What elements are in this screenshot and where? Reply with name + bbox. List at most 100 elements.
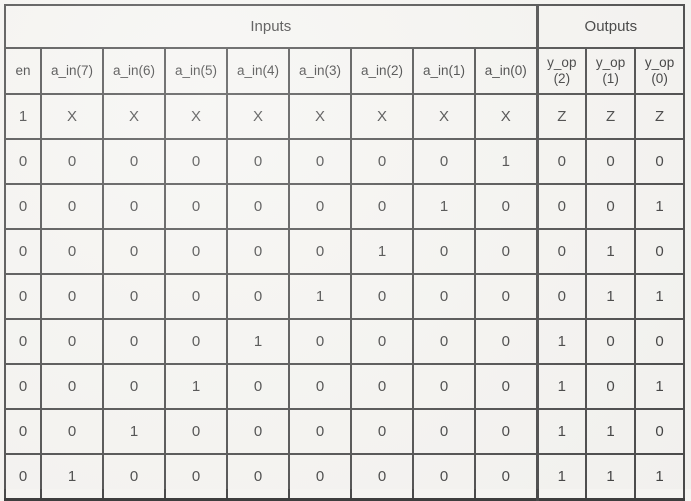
table-cell: 0	[412, 273, 476, 320]
table-cell: 0	[350, 273, 414, 320]
table-cell: 0	[473, 183, 539, 230]
column-header: a_in(7)	[40, 47, 104, 95]
table-cell: 1	[4, 93, 42, 140]
table-cell: 0	[102, 363, 166, 410]
table-cell: 0	[102, 138, 166, 185]
table-cell: 1	[535, 318, 588, 365]
table-cell: 1	[473, 138, 539, 185]
column-header: y_op (1)	[585, 47, 637, 95]
table-cell: 0	[350, 138, 414, 185]
encoder-truth-table: Inputs Outputs en a_in(7) a_in(6) a_in(5) a_…	[3, 4, 686, 501]
column-header: a_in(4)	[226, 47, 290, 95]
table-cell: 0	[102, 183, 166, 230]
table-cell: 0	[102, 453, 166, 501]
table-cell: 0	[164, 138, 228, 185]
table-cell: 0	[535, 228, 588, 275]
table-cell: 0	[288, 453, 352, 501]
table-cell: 0	[350, 183, 414, 230]
table-cell: 0	[4, 318, 42, 365]
table-cell: 0	[350, 363, 414, 410]
table-cell: 0	[585, 318, 637, 365]
table-cell: 0	[102, 318, 166, 365]
table-cell: 0	[585, 183, 637, 230]
table-cell: 0	[4, 453, 42, 501]
table-cell: 0	[412, 138, 476, 185]
table-cell: 0	[226, 228, 290, 275]
table-cell: 1	[535, 453, 588, 501]
table-cell: 0	[102, 273, 166, 320]
table-cell: 1	[585, 408, 637, 455]
column-header: y_op (2)	[535, 47, 588, 95]
table-cell: 1	[412, 183, 476, 230]
table-cell: 1	[634, 453, 686, 501]
table-cell: 0	[412, 228, 476, 275]
table-cell: 0	[4, 228, 42, 275]
table-cell: X	[226, 93, 290, 140]
table-cell: 0	[288, 318, 352, 365]
table-cell: 0	[535, 183, 588, 230]
table-cell: 1	[350, 228, 414, 275]
table-cell: 1	[535, 363, 588, 410]
table-cell: 0	[634, 228, 686, 275]
table-cell: X	[473, 93, 539, 140]
table-cell: X	[164, 93, 228, 140]
column-header: y_op (0)	[634, 47, 686, 95]
table-cell: 1	[634, 363, 686, 410]
table-cell: 0	[40, 183, 104, 230]
table-cell: 1	[585, 273, 637, 320]
outputs-group-header: Outputs	[535, 4, 686, 49]
table-cell: 1	[226, 318, 290, 365]
table-cell: 0	[288, 363, 352, 410]
table-cell: 0	[40, 408, 104, 455]
table-cell: 1	[585, 228, 637, 275]
table-cell: 0	[288, 138, 352, 185]
table-cell: 0	[4, 138, 42, 185]
table-cell: Z	[585, 93, 637, 140]
inputs-group-header: Inputs	[3, 4, 539, 49]
table-cell: 0	[634, 318, 686, 365]
table-cell: 0	[40, 228, 104, 275]
table-cell: 0	[288, 183, 352, 230]
column-header: a_in(1)	[412, 47, 476, 95]
table-cell: 0	[288, 408, 352, 455]
table-cell: 1	[40, 453, 104, 501]
table-cell: 0	[535, 138, 588, 185]
table-cell: 0	[412, 363, 476, 410]
table-cell: 0	[164, 273, 228, 320]
table-cell: 0	[40, 363, 104, 410]
table-cell: 0	[473, 408, 539, 455]
table-cell: 0	[40, 273, 104, 320]
table-cell: X	[288, 93, 352, 140]
table-cell: Z	[535, 93, 588, 140]
table-cell: 1	[634, 273, 686, 320]
table-cell: X	[102, 93, 166, 140]
table-cell: 1	[288, 273, 352, 320]
table-cell: 0	[226, 453, 290, 501]
table-cell: 0	[634, 408, 686, 455]
table-cell: 0	[585, 138, 637, 185]
table-cell: 0	[473, 318, 539, 365]
table-cell: 0	[473, 363, 539, 410]
table-cell: 0	[473, 228, 539, 275]
table-cell: Z	[634, 93, 686, 140]
table-cell: 1	[585, 453, 637, 501]
column-header: a_in(2)	[350, 47, 414, 95]
table-cell: 1	[634, 183, 686, 230]
table-cell: 0	[473, 453, 539, 501]
table-cell: X	[412, 93, 476, 140]
table-cell: 0	[535, 273, 588, 320]
table-cell: 0	[634, 138, 686, 185]
table-cell: 0	[226, 408, 290, 455]
table-cell: 0	[40, 318, 104, 365]
table-cell: 0	[473, 273, 539, 320]
group-header-row: Inputs Outputs	[3, 4, 686, 49]
table-cell: 0	[40, 138, 104, 185]
